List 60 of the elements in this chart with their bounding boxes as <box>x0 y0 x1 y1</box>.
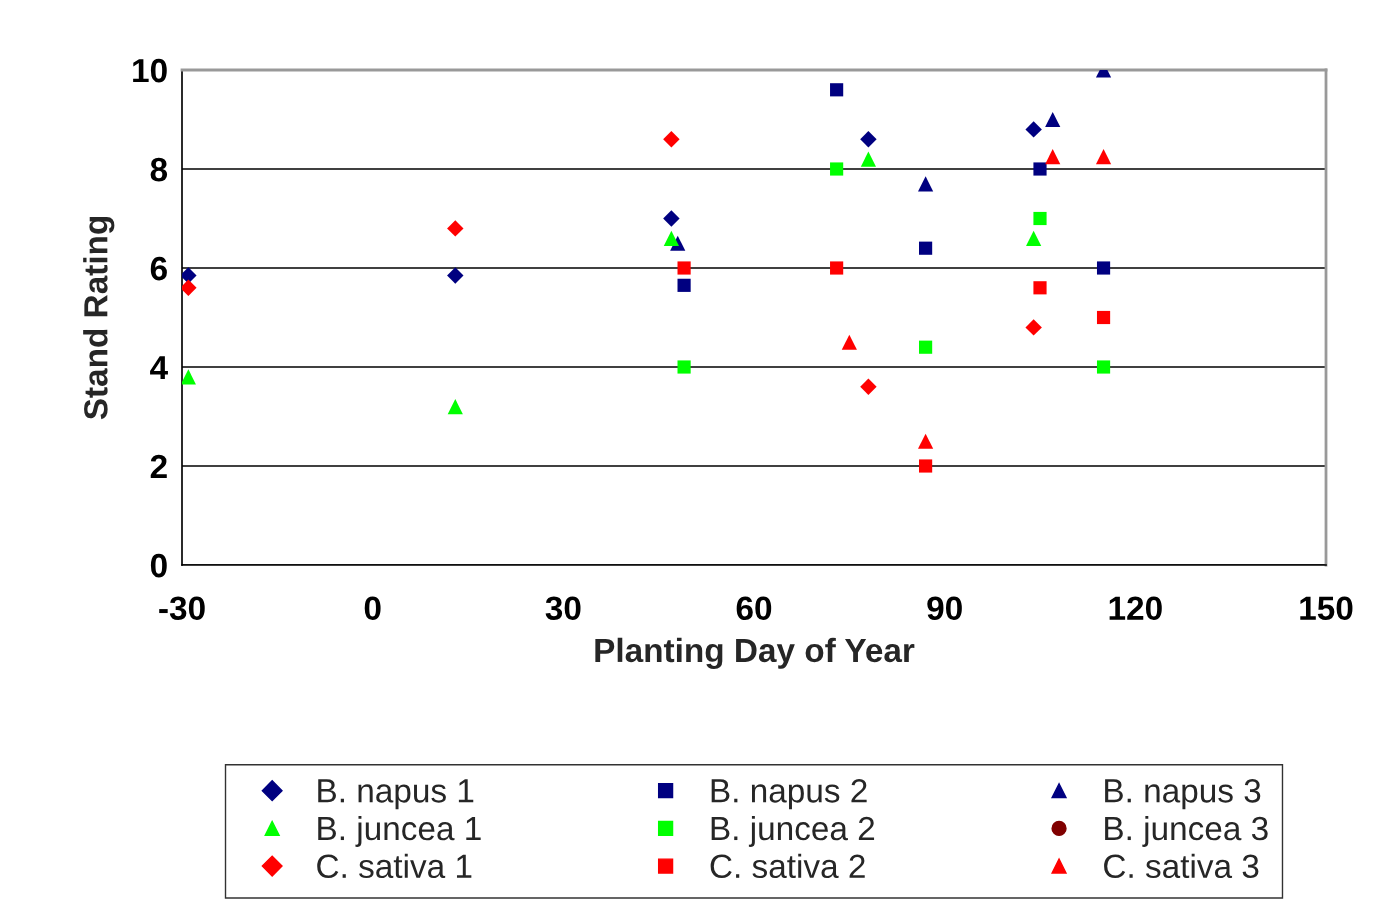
point <box>1033 211 1047 226</box>
point <box>1096 310 1111 325</box>
y-tick-label: 0 <box>150 553 167 578</box>
legend-label: B. napus 2 <box>711 779 867 810</box>
point <box>917 433 934 449</box>
x-tick-label: 120 <box>1109 596 1162 621</box>
y-tick-label: 6 <box>150 256 167 281</box>
x-axis-title: Planting Day of Year <box>595 637 915 669</box>
legend-label: B. juncea 2 <box>711 815 875 847</box>
point <box>1096 360 1111 374</box>
legend-label: B. napus 3 <box>1105 779 1261 810</box>
point <box>677 360 691 374</box>
legend-label: B. napus 1 <box>318 779 474 810</box>
point <box>917 176 934 192</box>
point <box>447 267 464 284</box>
point <box>1033 162 1047 176</box>
point <box>830 162 844 176</box>
point <box>677 261 691 275</box>
point <box>663 230 679 246</box>
y-axis-title: Stand Rating <box>83 216 115 420</box>
point <box>677 278 691 292</box>
point <box>663 131 680 148</box>
point <box>663 210 680 227</box>
point <box>447 220 464 237</box>
point <box>1045 149 1061 165</box>
point <box>860 378 877 396</box>
y-tick-label: 2 <box>150 454 167 479</box>
point <box>1045 111 1061 128</box>
legend-label: C. sativa 1 <box>317 853 472 879</box>
x-tick-label: -30 <box>159 596 205 621</box>
point <box>1025 121 1042 138</box>
point <box>919 241 933 255</box>
point <box>860 151 877 167</box>
point <box>182 279 197 297</box>
point <box>1096 261 1111 275</box>
y-tick-label: 4 <box>150 356 168 380</box>
x-tick-label: 60 <box>736 596 772 621</box>
point <box>1026 230 1042 246</box>
y-tick-label: 10 <box>133 58 167 83</box>
point <box>841 334 857 350</box>
legend-label: B. juncea 1 <box>318 815 481 847</box>
x-tick-label: 30 <box>545 596 581 621</box>
y-tick-label: 8 <box>150 157 168 182</box>
point <box>1095 149 1112 165</box>
point <box>830 261 844 275</box>
point <box>860 131 877 148</box>
point <box>830 83 844 97</box>
point <box>1033 281 1047 295</box>
legend-label: C. sativa 3 <box>1104 853 1259 879</box>
x-tick-label: 90 <box>927 596 962 621</box>
point <box>1025 319 1042 336</box>
point <box>919 340 933 354</box>
point <box>182 267 197 284</box>
legend-label: B. juncea 3 <box>1105 815 1268 847</box>
point <box>182 369 196 385</box>
point <box>447 398 463 415</box>
legend-label: C. sativa 2 <box>710 853 865 879</box>
x-tick-label: 150 <box>1300 596 1353 621</box>
x-tick-label: 0 <box>364 596 381 621</box>
point <box>919 459 933 473</box>
